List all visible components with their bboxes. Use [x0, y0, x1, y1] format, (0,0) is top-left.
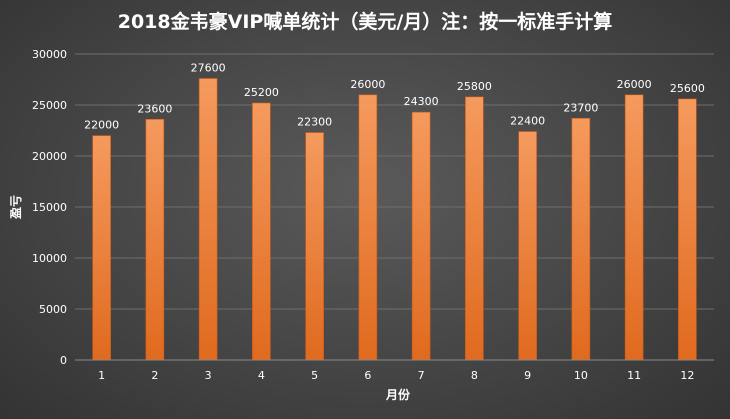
x-tick-label: 8: [471, 369, 478, 382]
y-tick-label: 10000: [32, 252, 67, 265]
y-tick-label: 5000: [39, 303, 67, 316]
x-tick-label: 12: [680, 369, 694, 382]
x-tick-label: 2: [151, 369, 158, 382]
bar-month-8: [465, 96, 484, 361]
x-tick-label: 11: [627, 369, 641, 382]
x-tick-label: 4: [258, 369, 265, 382]
data-labels: 22000 23600 27600 25200 22300 26000 24300 25800…: [84, 61, 705, 131]
data-label: 22000: [84, 119, 119, 132]
x-axis-title: 月份: [385, 387, 411, 402]
data-label: 25200: [244, 86, 279, 99]
bar-month-9: [518, 131, 537, 361]
data-label: 27600: [191, 61, 226, 74]
y-tick-label: 30000: [32, 48, 67, 61]
x-tick-label: 10: [574, 369, 588, 382]
gridlines: [75, 53, 714, 310]
x-tick-label: 9: [524, 369, 531, 382]
data-label: 26000: [617, 78, 652, 91]
data-label: 24300: [404, 95, 439, 108]
y-tick-label: 15000: [32, 201, 67, 214]
bars: [92, 78, 697, 361]
bar-month-2: [145, 118, 165, 361]
bar-month-6: [358, 94, 378, 361]
y-axis-title: 盈亏: [9, 195, 23, 220]
bar-month-10: [571, 117, 591, 361]
bar-month-3: [198, 78, 218, 361]
x-tick-label: 1: [98, 369, 105, 382]
bar-month-1: [92, 135, 111, 361]
y-axis-ticks: 0 5000 10000 15000 20000 25000 30000: [32, 48, 67, 367]
x-tick-label: 6: [364, 369, 371, 382]
bar-month-7: [411, 111, 431, 361]
x-tick-label: 3: [205, 369, 212, 382]
bar-month-12: [678, 98, 697, 361]
data-label: 23600: [137, 102, 172, 115]
data-label: 22300: [297, 116, 332, 129]
data-label: 26000: [350, 78, 385, 91]
bar-month-11: [624, 94, 644, 361]
chart-title: 2018金韦豪VIP喊单统计（美元/月）注：按一标准手计算: [118, 10, 613, 33]
y-tick-label: 25000: [32, 99, 67, 112]
x-axis-ticks: 1 2 3 4 5 6 7 8 9 10 11 12: [98, 369, 694, 382]
data-label: 22400: [510, 115, 545, 128]
bar-month-5: [305, 132, 324, 361]
x-tick-label: 7: [418, 369, 425, 382]
x-tick-label: 5: [311, 369, 318, 382]
y-tick-label: 0: [60, 354, 67, 367]
data-label: 25600: [670, 82, 705, 95]
data-label: 23700: [563, 101, 598, 114]
bar-month-4: [252, 102, 271, 361]
y-tick-label: 20000: [32, 150, 67, 163]
data-label: 25800: [457, 80, 492, 93]
